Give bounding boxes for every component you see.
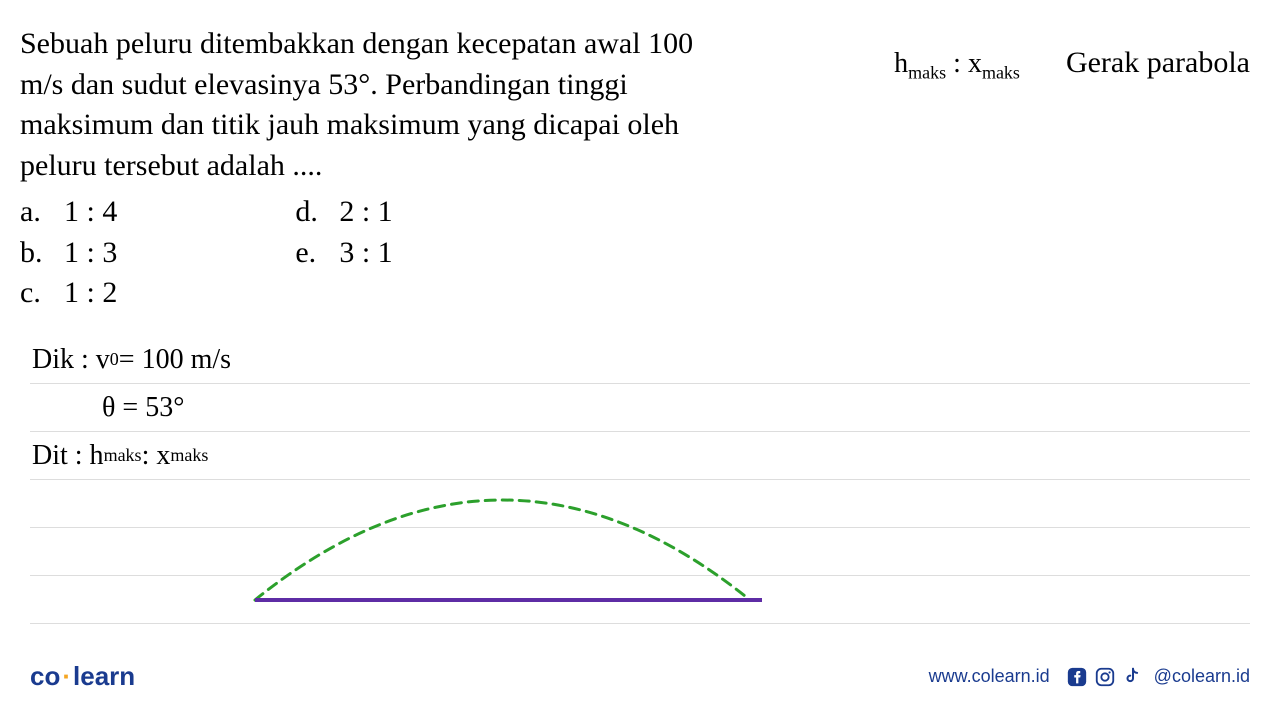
option-a: a. 1 : 4 (20, 192, 117, 233)
option-e-value: 3 : 1 (339, 233, 392, 274)
footer: co·learn www.colearn.id @colearn.id (0, 661, 1280, 692)
logo-learn: learn (73, 661, 135, 691)
option-e-label: e. (295, 233, 321, 274)
work-v-value: = 100 m/s (119, 344, 231, 376)
work-v-sub: 0 (110, 349, 119, 370)
question-text: Sebuah peluru ditembakkan dengan kecepat… (20, 24, 740, 186)
work-theta: θ = 53° (102, 392, 184, 424)
website-url: www.colearn.id (929, 666, 1050, 687)
annotation-formula: hmaks : xmaks (894, 48, 1020, 84)
trajectory-diagram (20, 490, 1260, 640)
work-x-sub: maks (170, 445, 208, 466)
handwritten-work: Dik : v0 = 100 m/s θ = 53° Dit : hmaks :… (20, 336, 1260, 480)
work-h-sub: maks (104, 445, 142, 466)
formula-x: x (968, 48, 982, 79)
option-b: b. 1 : 3 (20, 233, 117, 274)
formula-sep: : (946, 48, 968, 79)
social-handle: @colearn.id (1154, 666, 1250, 687)
option-b-label: b. (20, 233, 46, 274)
work-area: Dik : v0 = 100 m/s θ = 53° Dit : hmaks :… (20, 336, 1260, 640)
option-e: e. 3 : 1 (295, 233, 392, 274)
parabola-svg (250, 490, 770, 610)
option-d-label: d. (295, 192, 321, 233)
work-dit-prefix: Dit : h (32, 440, 104, 472)
option-a-label: a. (20, 192, 46, 233)
work-line-2: θ = 53° (32, 384, 1260, 432)
option-c: c. 1 : 2 (20, 273, 117, 314)
option-a-value: 1 : 4 (64, 192, 117, 233)
options-area: a. 1 : 4 d. 2 : 1 b. 1 : 3 e. 3 : 1 c. 1… (20, 192, 1260, 314)
social-icons: @colearn.id (1066, 666, 1250, 688)
work-line-1: Dik : v0 = 100 m/s (32, 336, 1260, 384)
work-dik-prefix: Dik : v (32, 344, 110, 376)
formula-h-sub: maks (908, 63, 946, 83)
work-line-3: Dit : hmaks : xmaks (32, 432, 1260, 480)
logo-co: co (30, 661, 60, 691)
instagram-icon (1094, 666, 1116, 688)
facebook-icon (1066, 666, 1088, 688)
option-c-label: c. (20, 273, 46, 314)
logo: co·learn (30, 661, 135, 692)
annotation-topic: Gerak parabola (1066, 46, 1250, 80)
option-d: d. 2 : 1 (295, 192, 392, 233)
logo-dot: · (62, 661, 71, 691)
option-d-value: 2 : 1 (339, 192, 392, 233)
footer-right: www.colearn.id @colearn.id (929, 666, 1250, 688)
annotation-area: hmaks : xmaks Gerak parabola (894, 46, 1250, 84)
tiktok-icon (1122, 666, 1144, 688)
option-b-value: 1 : 3 (64, 233, 117, 274)
formula-h: h (894, 48, 908, 79)
formula-x-sub: maks (982, 63, 1020, 83)
work-dit-mid: : x (142, 440, 171, 472)
option-c-value: 1 : 2 (64, 273, 117, 314)
